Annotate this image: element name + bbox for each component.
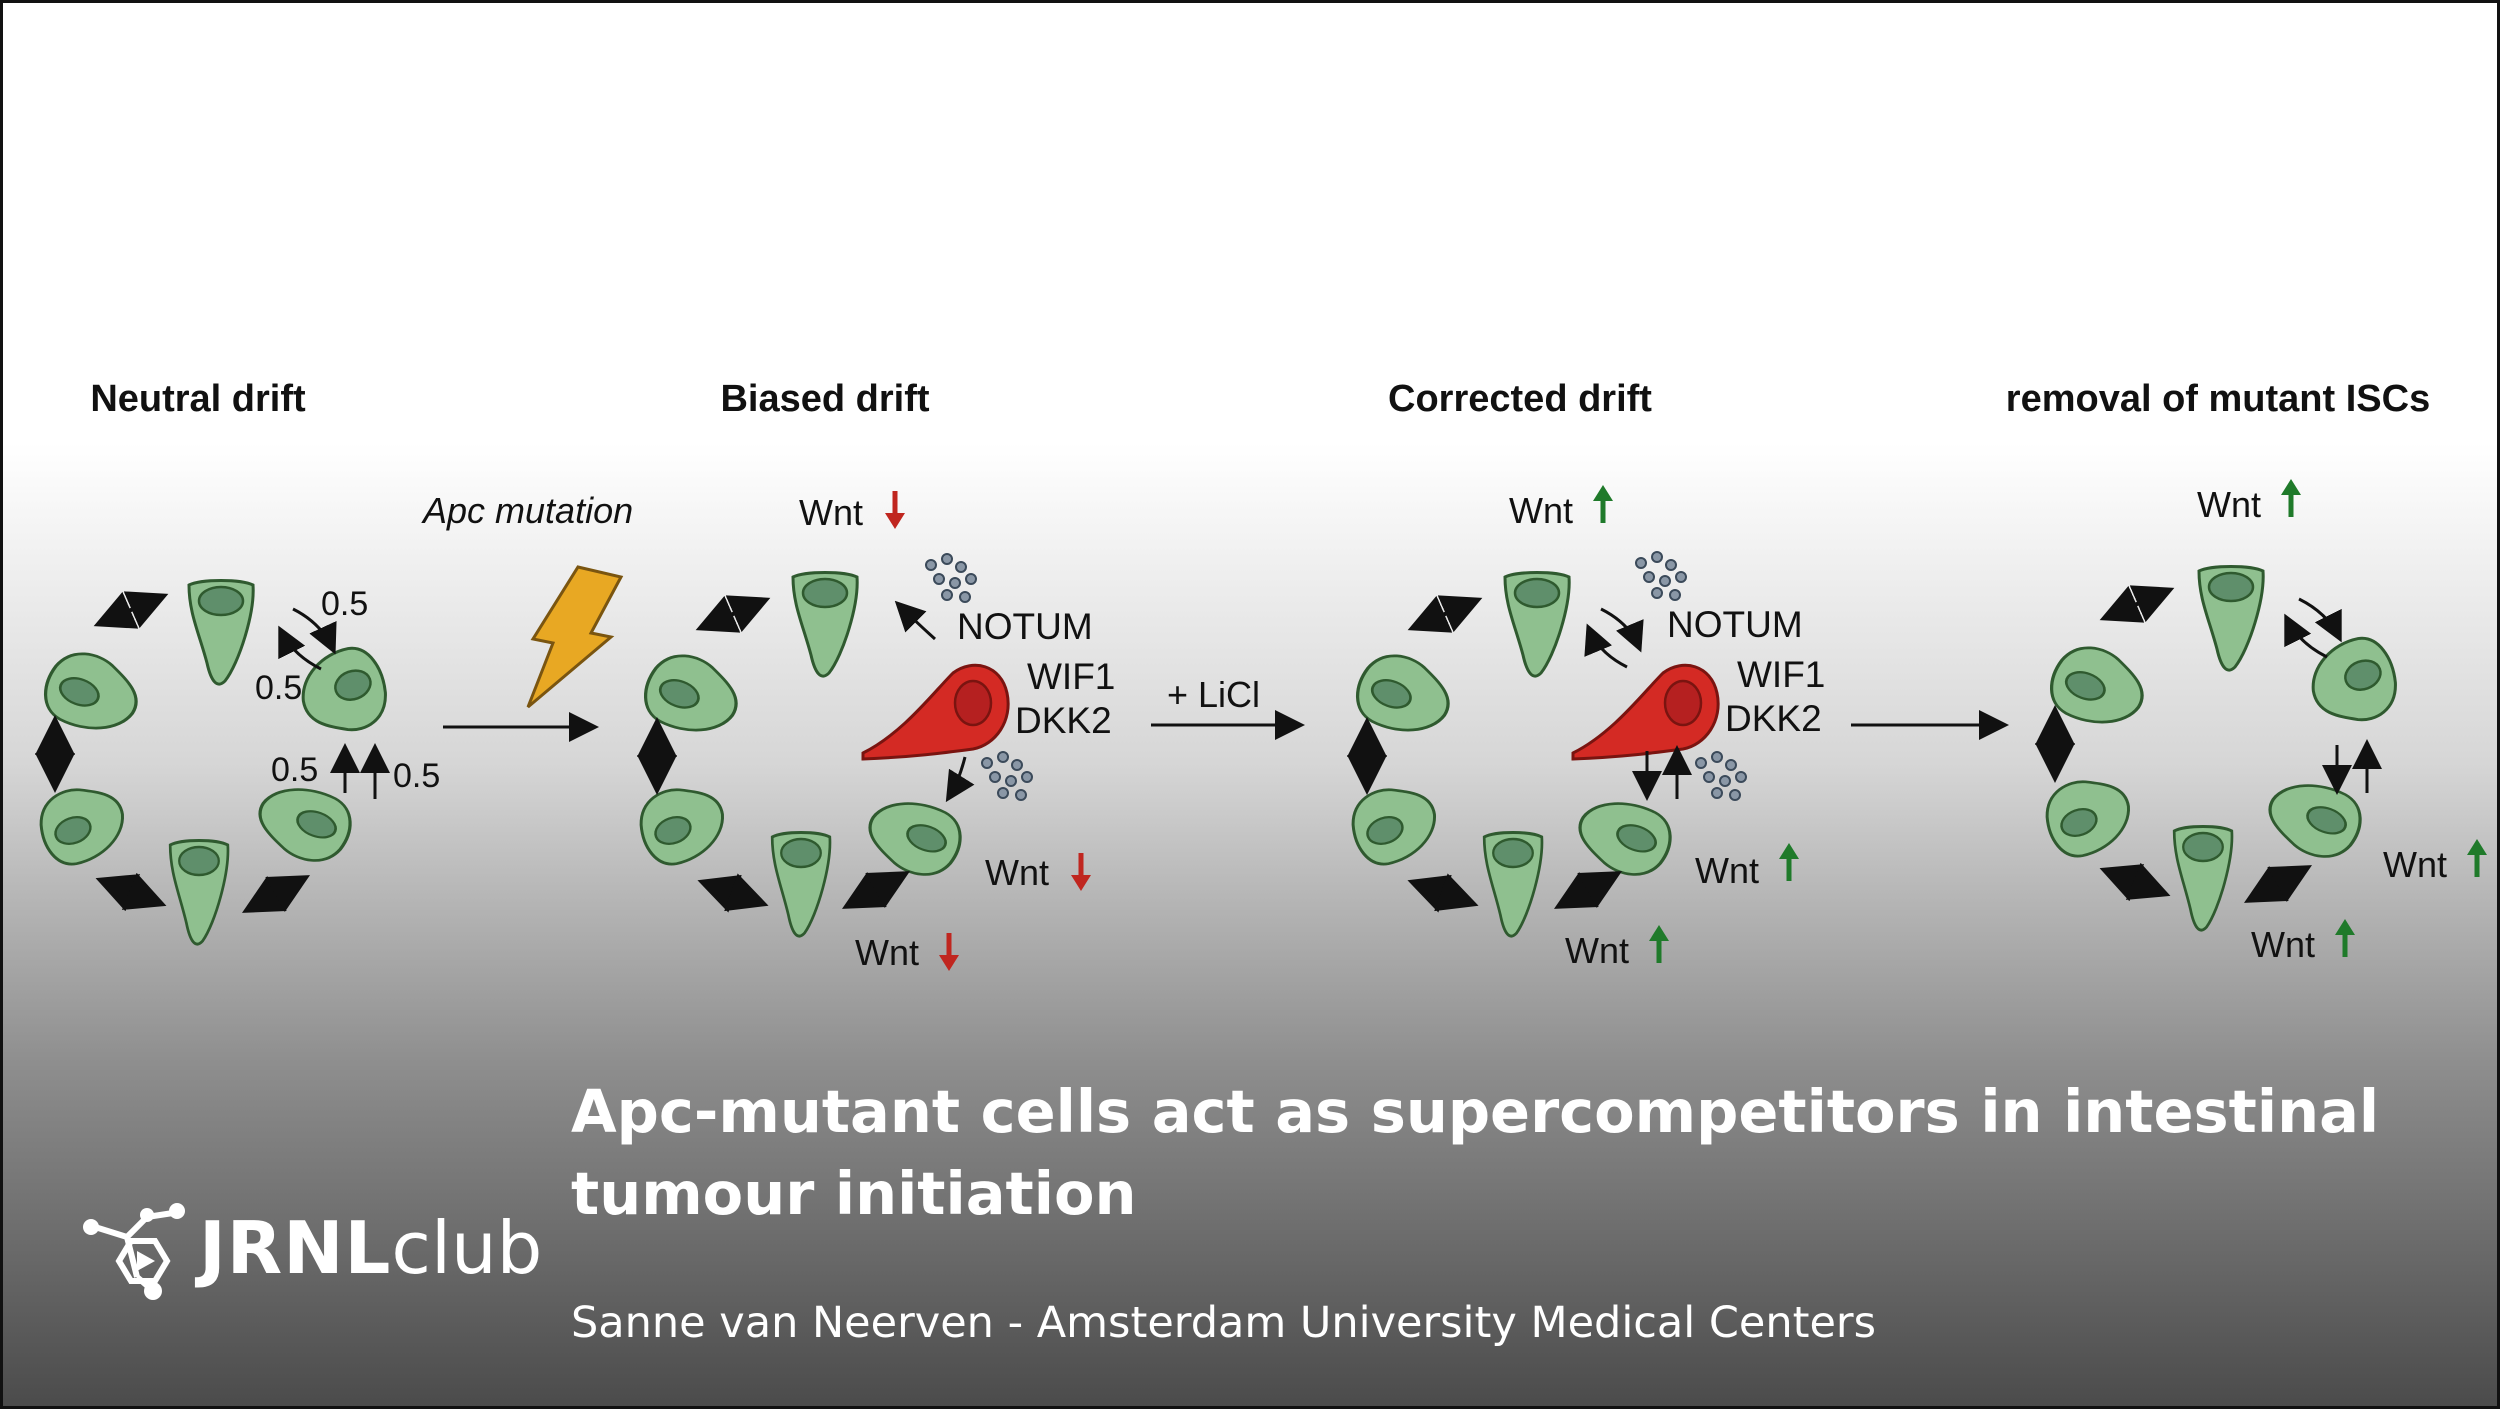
wnt-up-arrow-icon (1593, 485, 1613, 523)
stage-title-corrected-drift: Corrected drift (1388, 378, 1652, 420)
jrnlclub-logo: JRNLclub (81, 1193, 542, 1303)
stem-cell (1341, 774, 1448, 874)
mutant-cell (1571, 663, 1720, 761)
stem-cell (29, 774, 136, 874)
talk-title-line-2: tumour initiation (571, 1159, 1137, 1228)
probability-label: 0.5 (271, 751, 318, 789)
gene-label-dkk2: DKK2 (1725, 698, 1822, 739)
stem-cell (857, 787, 971, 887)
crypt-corrected: NOTUM WIF1 DKK2 Wnt Wnt Wnt (1341, 485, 1825, 971)
stem-cell (2197, 565, 2265, 672)
stem-cell (289, 638, 398, 746)
wnt-up-arrow-icon (2281, 479, 2301, 517)
gene-label-notum: NOTUM (957, 606, 1093, 647)
stem-cell (791, 571, 859, 678)
talk-title-line-1: Apc-mutant cells act as supercompetitors… (571, 1077, 2380, 1146)
wnt-up-arrow-icon (2335, 919, 2355, 957)
stem-cell (247, 773, 361, 873)
logo-wordmark: JRNLclub (199, 1208, 542, 1288)
stem-cell (629, 774, 736, 874)
secreted-inhibitors (981, 751, 1033, 801)
wnt-label: Wnt (2251, 924, 2315, 965)
licl-label: + LiCl (1167, 674, 1260, 715)
probability-label: 0.5 (321, 585, 368, 623)
stem-cell (2299, 628, 2408, 736)
gene-label-notum: NOTUM (1667, 604, 1803, 645)
crypt-neutral: 0.5 0.5 0.5 0.5 (29, 579, 440, 946)
wnt-down-arrow-icon (939, 933, 959, 971)
gene-label-wif1: WIF1 (1737, 654, 1825, 695)
stem-cell (635, 643, 749, 747)
logo-light: club (391, 1206, 543, 1290)
wnt-up-arrow-icon (1649, 925, 1669, 963)
transition-apc-mutation: Apc mutation (421, 490, 633, 742)
molecule-logo-icon (83, 1203, 185, 1300)
wnt-down-arrow-icon (885, 491, 905, 529)
secreted-inhibitors (925, 553, 977, 603)
probability-label: 0.5 (393, 757, 440, 795)
stage-title-neutral-drift: Neutral drift (90, 378, 306, 420)
stem-cell (2041, 635, 2155, 739)
stem-cell (1482, 831, 1544, 938)
wnt-label: Wnt (1695, 850, 1759, 891)
mutant-cell (861, 663, 1010, 761)
gene-label-wif1: WIF1 (1027, 656, 1115, 697)
gene-label-dkk2: DKK2 (1015, 700, 1112, 741)
wnt-down-arrow-icon (1071, 853, 1091, 891)
wnt-label: Wnt (2197, 484, 2261, 525)
wnt-label: Wnt (2383, 844, 2447, 885)
crypt-biased: NOTUM WIF1 DKK2 Wnt Wnt Wnt (629, 491, 1115, 973)
wnt-label: Wnt (985, 852, 1049, 893)
stem-cell (1503, 571, 1571, 678)
wnt-label: Wnt (799, 492, 863, 533)
stem-cell (770, 831, 832, 938)
wnt-up-arrow-icon (2467, 839, 2487, 877)
stem-cell (2172, 825, 2234, 932)
talk-title: Apc-mutant cells act as supercompetitors… (571, 1071, 2471, 1235)
wnt-up-arrow-icon (1779, 843, 1799, 881)
lightning-icon (526, 565, 624, 709)
stage-title-biased-drift: Biased drift (720, 378, 929, 420)
transition-licl: + LiCl (1151, 674, 1305, 740)
stage-title-removal: removal of mutant ISCs (2006, 378, 2430, 420)
logo-bold: JRNL (199, 1206, 392, 1290)
crypt-removal: Wnt Wnt Wnt (2035, 479, 2487, 965)
wnt-label: Wnt (1565, 930, 1629, 971)
wnt-label: Wnt (1509, 490, 1573, 531)
stem-cell (2257, 769, 2371, 869)
stem-cell (2035, 766, 2142, 866)
stem-cell (1567, 787, 1681, 887)
secreted-inhibitors (1635, 551, 1687, 601)
stem-cell (187, 579, 255, 686)
stem-cell (168, 839, 230, 946)
wnt-label: Wnt (855, 932, 919, 973)
apc-mutation-label: Apc mutation (421, 490, 633, 531)
probability-label: 0.5 (255, 669, 302, 707)
speaker-affiliation: Sanne van Neerven - Amsterdam University… (571, 1298, 1877, 1348)
secreted-inhibitors (1695, 751, 1747, 801)
crypt-diagram: Neutral drift Biased drift Corrected dri… (29, 378, 2500, 1409)
